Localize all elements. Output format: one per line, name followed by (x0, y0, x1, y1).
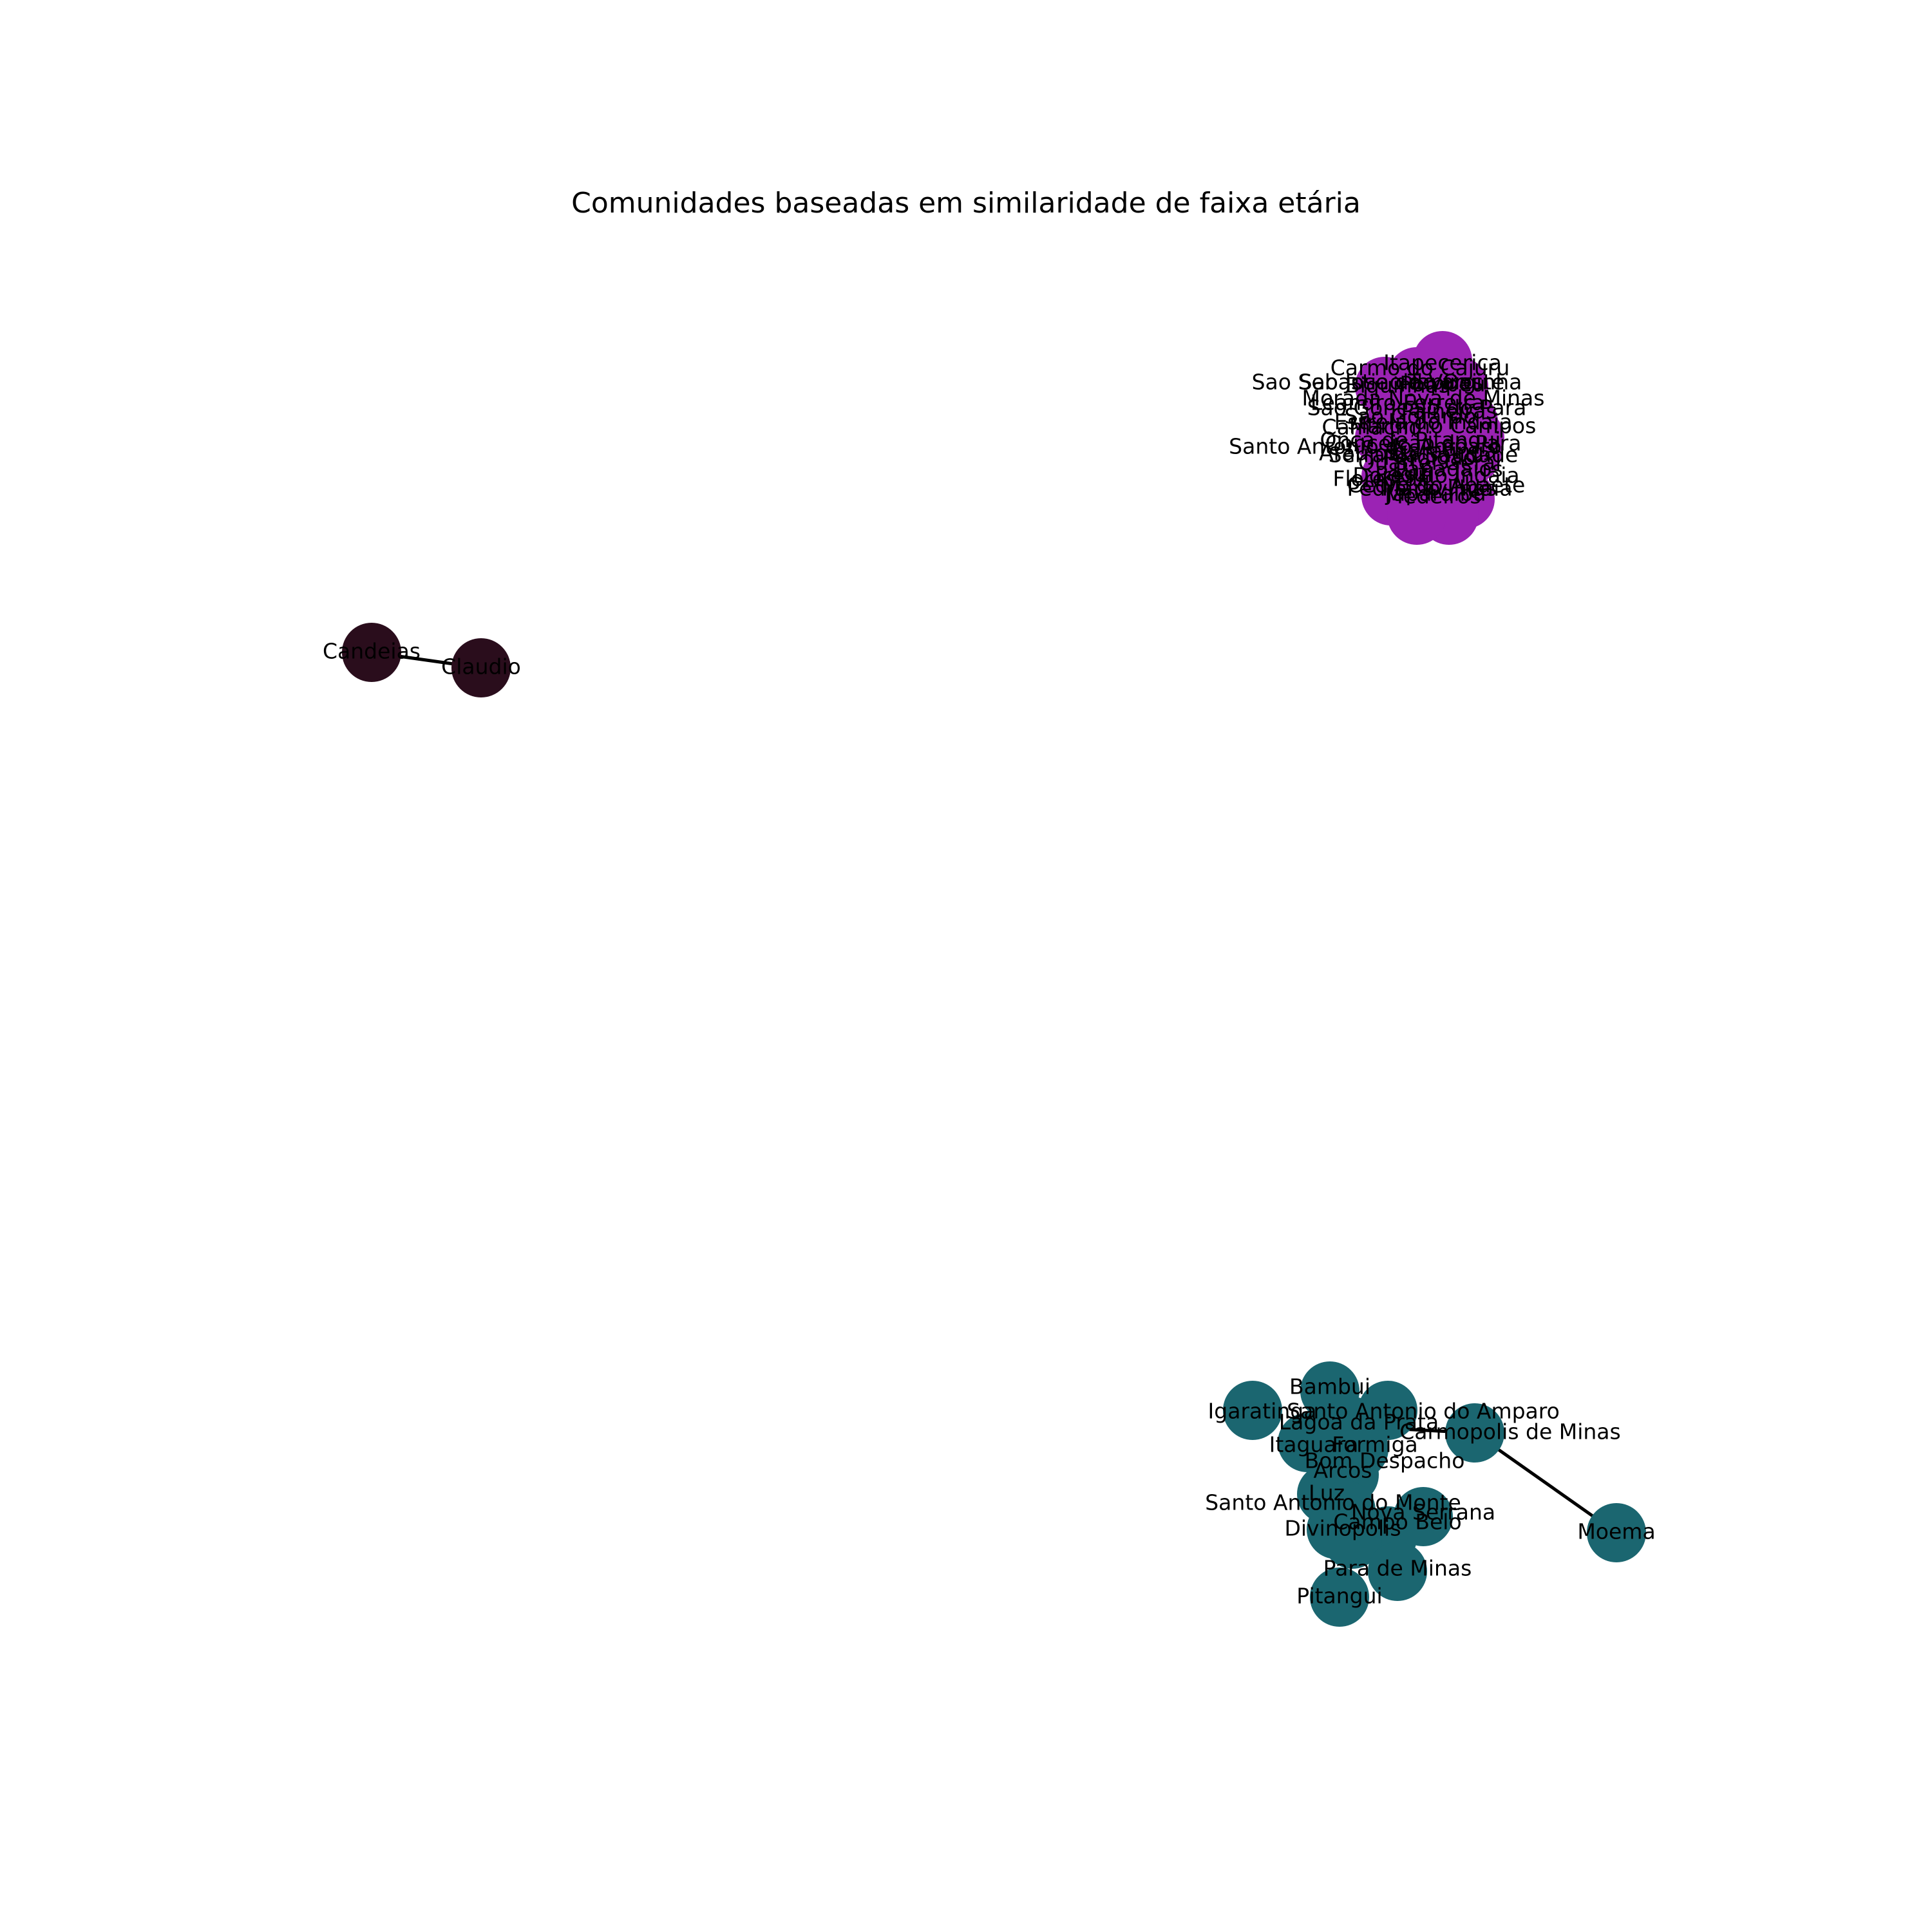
node-label: Formiga (1332, 1432, 1417, 1457)
node-label: Santo Antonio do Amparo (1287, 1399, 1560, 1424)
node-label: Sao Jose da Varginha (1299, 370, 1522, 395)
node-label: Biquinhas (1345, 373, 1450, 398)
node-label: Luz (1309, 1481, 1345, 1506)
node-label: Pequi (1375, 462, 1433, 487)
node-label: Moema (1577, 1519, 1655, 1544)
node-label: Bambui (1289, 1374, 1370, 1399)
node-label: Divinopolis (1284, 1516, 1401, 1541)
node-label: Paineiras (1401, 399, 1497, 424)
node-label: Luz (1392, 460, 1428, 485)
node-label: Candeias (323, 639, 421, 664)
node-label: Conceição do Para (1325, 431, 1522, 456)
node-label: Itapecerica (1383, 350, 1502, 375)
node-label: Pompeu (1399, 372, 1485, 397)
node-label: Leandro Ferreira (1311, 390, 1484, 415)
node-label: Estrela do Indaia (1334, 410, 1513, 435)
graph-node (1323, 1510, 1382, 1569)
node-label: Araujos (1319, 440, 1399, 466)
node-label: Onça de Pitangui (1320, 428, 1501, 453)
graph-node (1223, 1381, 1282, 1440)
node-label: Sao Sebastiao do Oeste (1252, 370, 1505, 395)
node-layer (342, 331, 1646, 1627)
graph-node (1310, 1567, 1369, 1627)
node-label: Lagoa da Prata (1279, 1410, 1439, 1435)
node-label: Papagaios (1395, 457, 1503, 482)
node-label: Carmopolis de Minas (1399, 1419, 1620, 1444)
node-label: Japaraiba (1385, 481, 1486, 506)
node-label: Dores do Indaia (1352, 463, 1519, 488)
node-label: Nova Serrana (1351, 1500, 1495, 1525)
node-label: Serra da Saudade (1329, 442, 1519, 468)
node-label: Martinho Campos (1349, 413, 1537, 439)
node-label: Itaguara (1269, 1432, 1359, 1457)
figure-title: Comunidades baseadas em similaridade de … (571, 187, 1361, 220)
node-label: Morada Nova de Minas (1302, 386, 1545, 411)
node-label: Maravilhas (1382, 476, 1497, 501)
node-label: Cedro do Abaete (1347, 473, 1526, 498)
graph-node (1413, 415, 1472, 474)
graph-node (1368, 1542, 1427, 1601)
graph-node (1587, 1503, 1646, 1562)
node-label: Florestal (1332, 466, 1423, 491)
graph-node (1445, 1403, 1504, 1463)
node-label: Arcos (1314, 1458, 1372, 1483)
graph-node (1278, 1413, 1337, 1472)
node-label: Perdigao (1383, 445, 1476, 470)
node-label: Camacho (1322, 415, 1422, 440)
graph-node (1387, 486, 1446, 545)
graph-node (1394, 363, 1453, 422)
node-label: Pitangui (1296, 1584, 1382, 1609)
node-label: Carmo do Cajuru (1331, 355, 1510, 381)
node-label: Santo Antonio do Amparo (1229, 434, 1502, 459)
node-label: Bom Despacho (1305, 1448, 1465, 1473)
node-label: Tapirai (1407, 370, 1477, 395)
graph-node (342, 623, 401, 682)
node-label: Medeiros (1385, 484, 1481, 509)
node-label: Igaratinga (1388, 439, 1497, 464)
node-label: Sao Gonçalo do Para (1307, 395, 1527, 421)
node-label: Pedra do Indaia (1347, 476, 1512, 501)
node-label: Claudio (441, 654, 521, 679)
node-label: Para de Minas (1323, 1556, 1472, 1581)
node-label: Igaratinga (1208, 1399, 1317, 1424)
node-label: Quartel Geral (1358, 450, 1501, 475)
node-label: Sao Gotardo (1345, 404, 1477, 429)
node-label: Campo Belo (1333, 1510, 1461, 1535)
graph-node (451, 638, 511, 697)
node-label: Santo Antonio do Monte (1205, 1490, 1461, 1515)
